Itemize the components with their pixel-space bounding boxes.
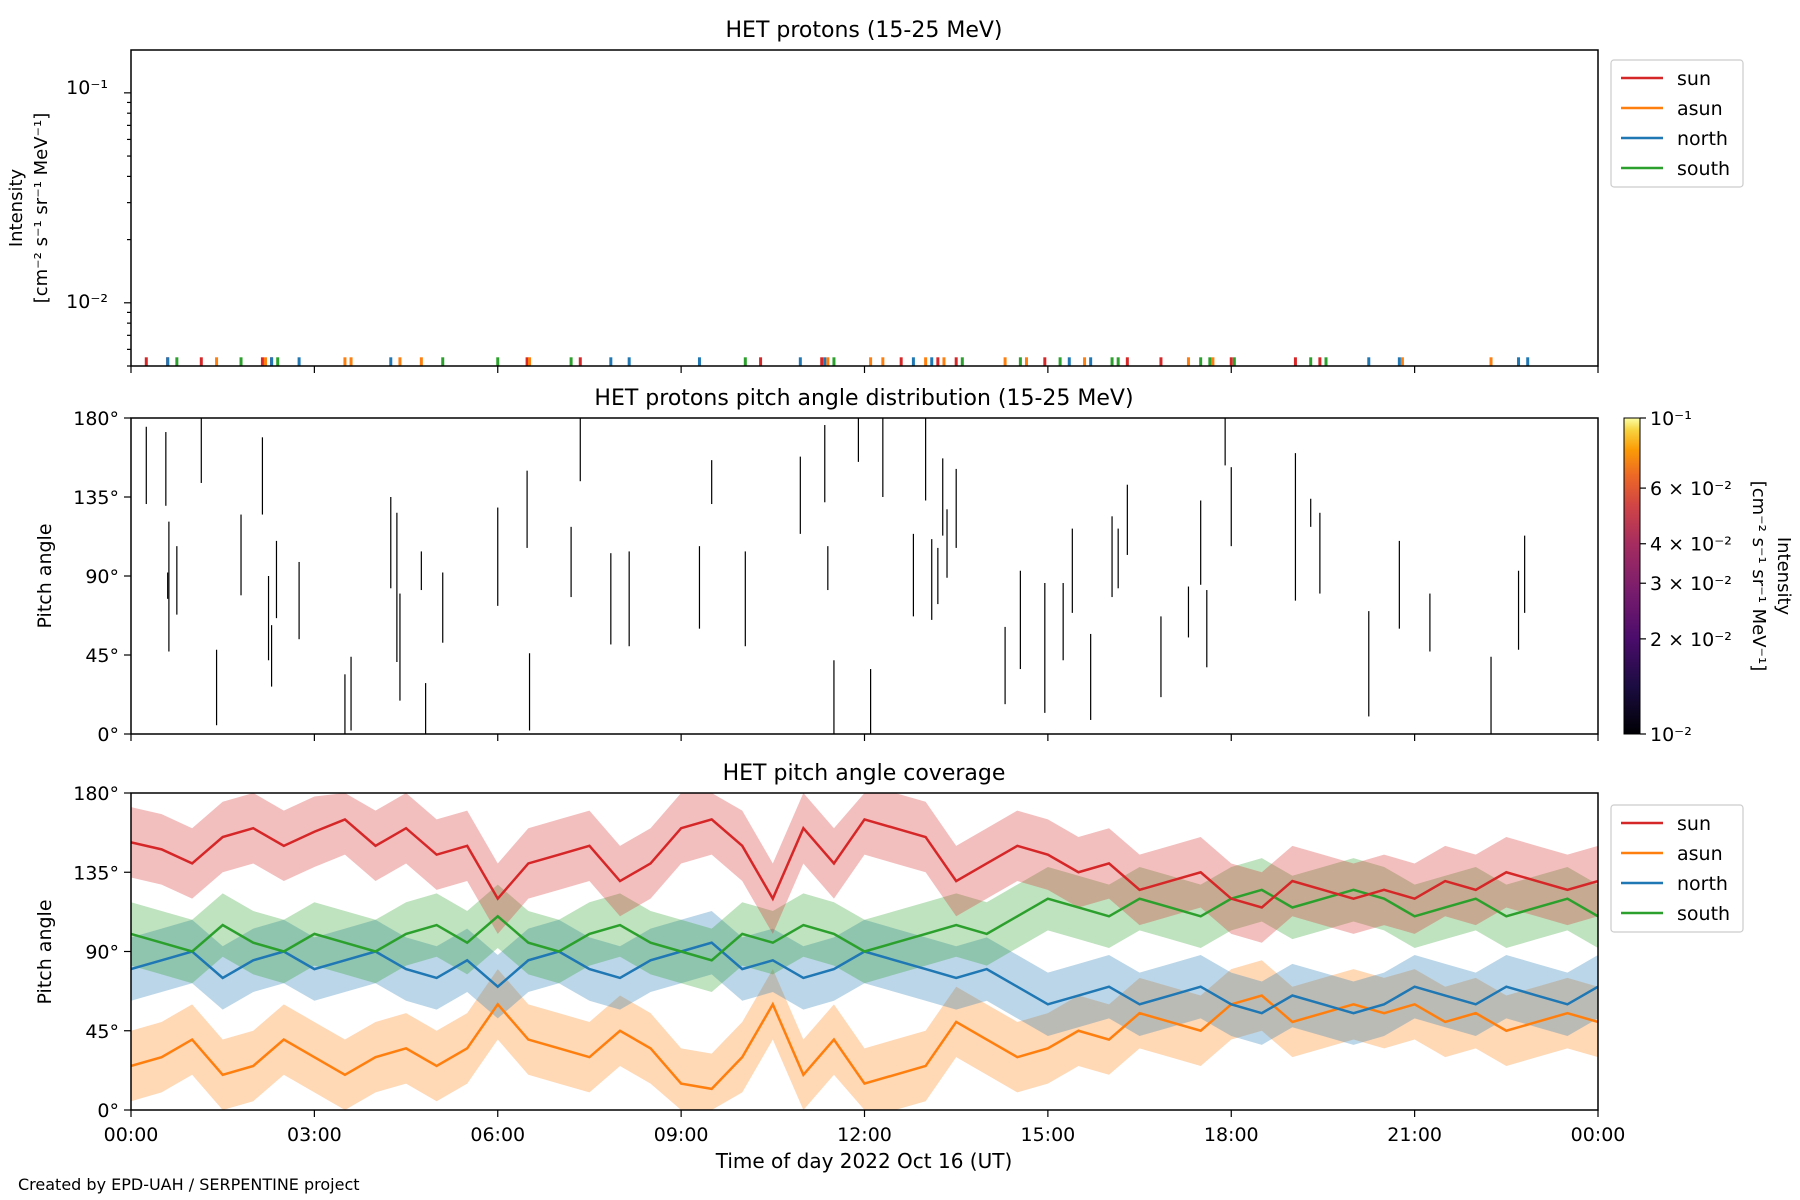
panel2-ylabel: Pitch angle [34,523,56,628]
panel3-legend-north: north [1677,873,1728,895]
panel2-ytick-label: 90° [85,566,119,588]
coverage-band-sun [131,793,1598,943]
panel3-ytick-label: 90° [85,942,119,964]
panel1-legend-sun: sun [1677,68,1711,90]
panel2-ytick-label: 45° [85,645,119,667]
coverage-line-sun [131,817,1598,909]
panel1-ytick-1e-1: 10⁻¹ [66,77,108,99]
panel-pad: HET protons pitch angle distribution (15… [34,386,1794,746]
colorbar-gradient [1623,417,1641,735]
panel2-ytick-label: 180° [73,408,119,430]
panel3-ytick-label: 0° [97,1100,119,1122]
xtick-label: 00:00 [104,1124,159,1146]
xtick-label: 21:00 [1387,1124,1442,1146]
panel1-title: HET protons (15-25 MeV) [726,18,1003,43]
panel3-legend-south: south [1677,903,1730,925]
panel1-ylabel-line2: [cm⁻² s⁻¹ sr⁻¹ MeV⁻¹] [31,113,52,304]
colorbar-tick-label: 6 × 10⁻² [1650,478,1732,500]
panel3-ylabel: Pitch angle [34,899,56,1004]
panel1-ylabel-line1: Intensity [6,168,27,247]
panel1-legend: sun asun north south [1610,59,1744,188]
xtick-label: 18:00 [1204,1124,1259,1146]
panel1-frame [130,49,1599,367]
colorbar: 10⁻² 2 × 10⁻² 3 × 10⁻² 4 × 10⁻² 6 × 10⁻² 10⁻¹… [1623,408,1794,746]
xtick-label: 12:00 [837,1124,892,1146]
xtick-label: 03:00 [287,1124,342,1146]
panel2-ytick-label: 135° [73,487,119,509]
coverage-band-north [131,910,1598,1045]
coverage-line-south [131,888,1598,962]
coverage-band-asun [131,960,1598,1110]
coverage-line-asun [131,994,1598,1091]
colorbar-tick-label: 4 × 10⁻² [1650,534,1732,556]
colorbar-label-line2: [cm⁻² s⁻¹ sr⁻¹ MeV⁻¹] [1748,481,1769,672]
panel3-title: HET pitch angle coverage [723,761,1006,786]
panel3-legend: sun asun north south [1610,804,1744,933]
coverage-band-south [131,858,1598,993]
xtick-label: 06:00 [470,1124,525,1146]
colorbar-tick-label: 10⁻¹ [1650,408,1692,430]
colorbar-tick-label: 10⁻² [1650,724,1692,746]
xtick-label: 00:00 [1571,1124,1626,1146]
panel1-legend-asun: asun [1677,98,1723,120]
panel3-xlabel: Time of day 2022 Oct 16 (UT) [715,1149,1013,1173]
panel3-legend-asun: asun [1677,843,1723,865]
xtick-label: 09:00 [654,1124,709,1146]
panel2-ytick-label: 0° [97,724,119,746]
panel1-legend-north: north [1677,128,1728,150]
panel3-ytick-label: 180° [73,783,119,805]
colorbar-label-line1: Intensity [1773,537,1794,616]
colorbar-tick-label: 3 × 10⁻² [1650,573,1732,595]
panel3-ytick-label: 135° [73,862,119,884]
footer-credit: Created by EPD-UAH / SERPENTINE project [18,1175,360,1194]
xtick-label: 15:00 [1020,1124,1075,1146]
panel3-legend-sun: sun [1677,813,1711,835]
colorbar-tick-label: 2 × 10⁻² [1650,629,1732,651]
panel1-ytick-1e-2: 10⁻² [66,291,108,313]
panel3-ytick-label: 45° [85,1021,119,1043]
panel-coverage: HET pitch angle coverage 0° 45° 90° 135° 180… [34,761,1744,1173]
panel1-legend-south: south [1677,158,1730,180]
panel2-title: HET protons pitch angle distribution (15… [594,386,1133,411]
panel-intensity: HET protons (15-25 MeV) 10⁻² 10⁻¹ Intens… [6,18,1744,373]
